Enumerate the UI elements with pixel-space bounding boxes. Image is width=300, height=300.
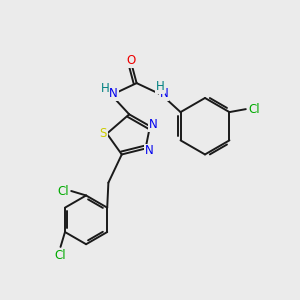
Text: Cl: Cl [57, 184, 69, 197]
Text: H: H [100, 82, 109, 95]
Text: N: N [160, 87, 169, 100]
Text: Cl: Cl [55, 249, 66, 262]
Text: S: S [100, 127, 107, 140]
Text: H: H [156, 80, 165, 93]
Text: Cl: Cl [248, 103, 260, 116]
Text: O: O [126, 54, 135, 67]
Text: N: N [148, 118, 157, 131]
Text: N: N [110, 87, 118, 100]
Text: N: N [145, 144, 154, 158]
